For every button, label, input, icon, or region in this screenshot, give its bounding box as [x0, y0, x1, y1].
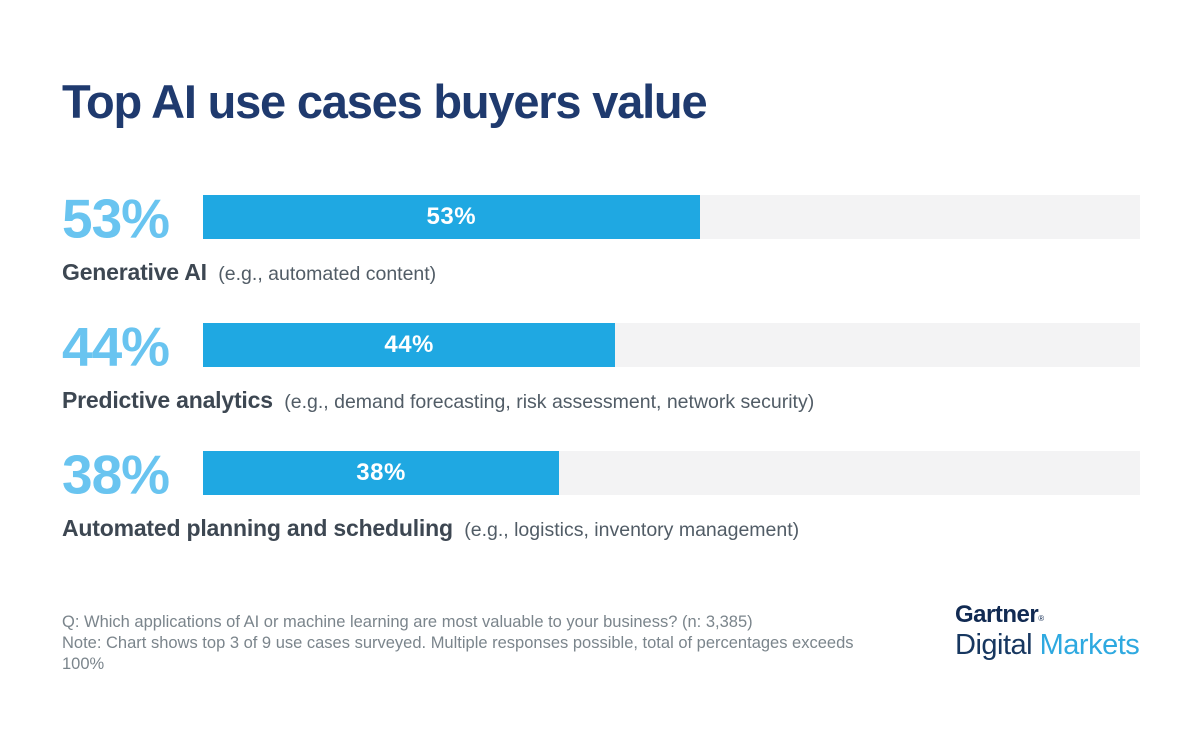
gartner-wordmark: Gartner® — [955, 601, 1139, 628]
bar-track: 44% — [203, 323, 1140, 367]
category-name: Generative AI — [62, 259, 207, 285]
footnote: Q: Which applications of AI or machine l… — [62, 612, 862, 675]
bar-value-label: 53% — [426, 203, 477, 230]
category-label: Automated planning and scheduling (e.g.,… — [62, 515, 799, 542]
bar-row-predictive-analytics: 44% 44% Predictive analytics (e.g., dema… — [0, 319, 1200, 451]
bar-track: 38% — [203, 451, 1140, 495]
bar-fill: 44% — [203, 323, 616, 367]
big-percent-value: 53% — [62, 187, 170, 250]
bar-value-label: 38% — [356, 459, 406, 486]
category-label: Predictive analytics (e.g., demand forec… — [62, 387, 814, 414]
chart-title: Top AI use cases buyers value — [62, 75, 708, 128]
bar-fill: 38% — [203, 451, 560, 495]
gartner-brand-text: Gartner — [955, 601, 1039, 628]
gartner-digital-markets-logo: Gartner® Digital Markets — [955, 601, 1140, 663]
category-name: Automated planning and scheduling — [62, 515, 453, 541]
category-note: (e.g., automated content) — [218, 263, 437, 285]
category-note: (e.g., logistics, inventory management) — [464, 519, 800, 541]
bar-row-generative-ai: 53% 53% Generative AI (e.g., automated c… — [0, 191, 1200, 323]
bar-line: 38% 38% — [0, 447, 1200, 502]
footnote-note: Note: Chart shows top 3 of 9 use cases s… — [62, 634, 854, 673]
digital-markets-wordmark: Digital Markets — [955, 629, 1140, 662]
big-percent-value: 44% — [62, 315, 170, 378]
bar-track: 53% — [203, 195, 1140, 239]
bar-row-automated-planning: 38% 38% Automated planning and schedulin… — [0, 447, 1200, 579]
bar-fill: 53% — [203, 195, 700, 239]
category-label: Generative AI (e.g., automated content) — [62, 259, 436, 286]
logo-markets-text: Markets — [1032, 629, 1140, 662]
bar-value-label: 44% — [384, 331, 434, 358]
category-note: (e.g., demand forecasting, risk assessme… — [284, 391, 815, 413]
footnote-question: Q: Which applications of AI or machine l… — [62, 613, 753, 631]
big-percent-value: 38% — [62, 443, 170, 506]
category-name: Predictive analytics — [62, 387, 273, 413]
logo-digital-text: Digital — [955, 629, 1033, 662]
bar-line: 53% 53% — [0, 191, 1200, 246]
bar-line: 44% 44% — [0, 319, 1200, 374]
registered-trademark-icon: ® — [1038, 614, 1044, 623]
